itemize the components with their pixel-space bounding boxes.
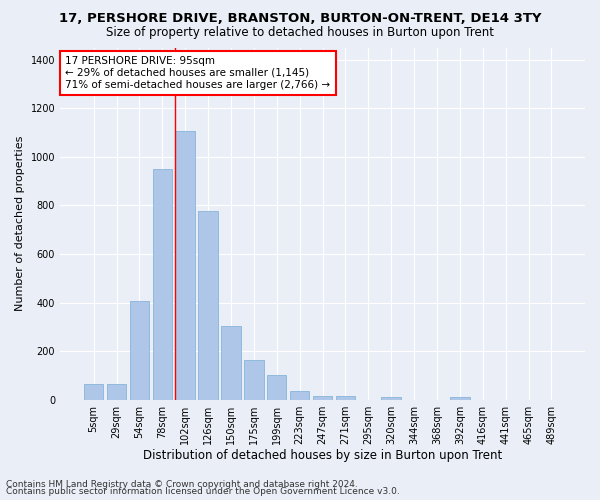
Bar bbox=[267, 376, 286, 400]
Bar bbox=[382, 398, 401, 400]
Bar bbox=[244, 360, 263, 400]
Bar bbox=[199, 212, 218, 400]
Bar bbox=[290, 391, 310, 400]
Bar bbox=[175, 132, 195, 400]
Text: Contains HM Land Registry data © Crown copyright and database right 2024.: Contains HM Land Registry data © Crown c… bbox=[6, 480, 358, 489]
Text: 17, PERSHORE DRIVE, BRANSTON, BURTON-ON-TRENT, DE14 3TY: 17, PERSHORE DRIVE, BRANSTON, BURTON-ON-… bbox=[59, 12, 541, 26]
Bar bbox=[313, 396, 332, 400]
Text: Size of property relative to detached houses in Burton upon Trent: Size of property relative to detached ho… bbox=[106, 26, 494, 39]
X-axis label: Distribution of detached houses by size in Burton upon Trent: Distribution of detached houses by size … bbox=[143, 450, 502, 462]
Bar bbox=[152, 169, 172, 400]
Text: Contains public sector information licensed under the Open Government Licence v3: Contains public sector information licen… bbox=[6, 488, 400, 496]
Bar bbox=[450, 398, 470, 400]
Bar bbox=[335, 396, 355, 400]
Bar bbox=[130, 302, 149, 400]
Text: 17 PERSHORE DRIVE: 95sqm
← 29% of detached houses are smaller (1,145)
71% of sem: 17 PERSHORE DRIVE: 95sqm ← 29% of detach… bbox=[65, 56, 331, 90]
Bar bbox=[84, 384, 103, 400]
Y-axis label: Number of detached properties: Number of detached properties bbox=[15, 136, 25, 312]
Bar bbox=[221, 326, 241, 400]
Bar bbox=[107, 384, 126, 400]
